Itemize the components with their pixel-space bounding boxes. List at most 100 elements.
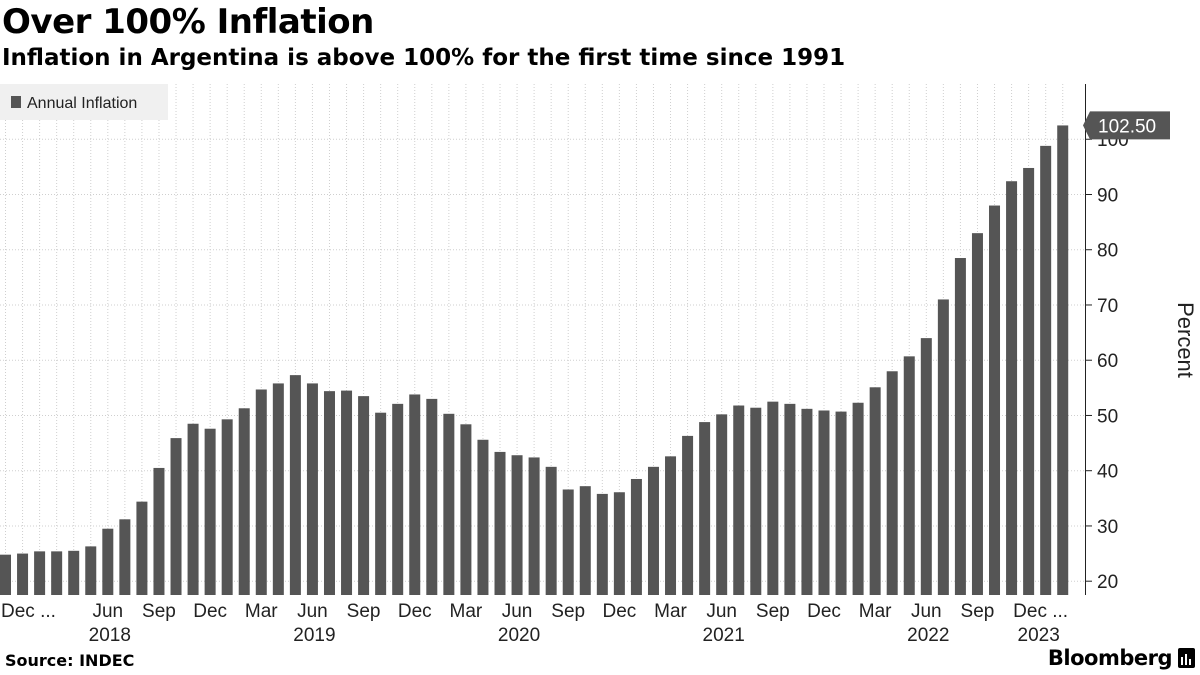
y-tick-label: 90: [1097, 185, 1118, 206]
bar: [852, 402, 864, 595]
bar: [85, 546, 97, 595]
bar: [68, 550, 80, 595]
bar: [102, 528, 114, 595]
bar: [733, 405, 745, 595]
y-tick-label: 40: [1097, 462, 1118, 483]
legend-label: Annual Inflation: [27, 95, 137, 112]
bar: [460, 424, 472, 595]
x-tick-label: Dec: [398, 601, 432, 622]
y-tick-label: 80: [1097, 241, 1118, 262]
bar: [204, 428, 216, 595]
x-tick-label: Jun: [706, 601, 737, 622]
x-year-label: 2022: [907, 625, 949, 646]
callout-box: [1083, 111, 1170, 140]
bar: [971, 233, 983, 596]
x-tick-label: Sep: [347, 601, 381, 622]
bar: [306, 383, 318, 595]
bar: [579, 486, 591, 595]
x-tick-label: Jun: [502, 601, 533, 622]
bar: [255, 389, 267, 595]
y-tick-label: 30: [1097, 517, 1118, 538]
bar: [238, 408, 250, 595]
x-tick-label: Mar: [859, 601, 892, 622]
x-tick-label: Sep: [551, 601, 585, 622]
bar: [647, 466, 659, 595]
bar: [289, 375, 301, 595]
bar: [119, 519, 131, 595]
bar: [665, 456, 677, 595]
bar: [443, 413, 455, 595]
bar: [1040, 145, 1052, 595]
bar: [358, 396, 370, 595]
bar: [272, 383, 284, 595]
bar: [170, 438, 182, 595]
y-axis-title: Percent: [1173, 302, 1198, 378]
bar: [477, 439, 489, 595]
bar: [954, 258, 966, 595]
x-year-label: 2021: [703, 625, 745, 646]
callout-label: 102.50: [1098, 116, 1156, 137]
x-tick-label: Dec: [807, 601, 841, 622]
x-tick-label: Mar: [245, 601, 278, 622]
bar: [17, 553, 29, 595]
bar: [1057, 125, 1069, 595]
bar: [750, 407, 762, 595]
bar: [596, 493, 608, 595]
x-tick-label: Dec ...: [1013, 601, 1068, 622]
bar: [562, 489, 574, 595]
source-note: Source: INDEC: [5, 651, 135, 670]
bar: [323, 391, 335, 595]
bar: [426, 398, 438, 595]
bar: [392, 403, 404, 595]
bar: [903, 356, 915, 595]
bar: [375, 412, 387, 595]
x-tick-label: Dec ...: [1, 601, 56, 622]
bar: [528, 457, 540, 595]
bar: [409, 394, 421, 595]
x-tick-label: Sep: [756, 601, 790, 622]
chart-subtitle: Inflation in Argentina is above 100% for…: [2, 45, 846, 71]
bar: [989, 205, 1001, 595]
y-tick-label: 70: [1097, 296, 1118, 317]
legend-swatch: [11, 96, 21, 108]
bar: [34, 551, 46, 595]
bloomberg-terminal-icon: [1178, 648, 1195, 668]
x-year-label: 2023: [1018, 625, 1060, 646]
bar: [818, 410, 830, 595]
legend: Annual Inflation: [0, 84, 168, 120]
x-year-label: 2020: [498, 625, 540, 646]
bar: [869, 387, 881, 595]
bar: [511, 455, 523, 595]
legend-background: [0, 84, 168, 120]
bar: [51, 551, 63, 595]
x-tick-label: Sep: [961, 601, 995, 622]
x-year-label: 2018: [89, 625, 131, 646]
bar: [716, 414, 728, 595]
bar: [784, 403, 796, 595]
bar: [682, 435, 694, 595]
brand-name: Bloomberg: [1047, 646, 1173, 670]
bar: [136, 501, 148, 595]
x-tick-label: Jun: [911, 601, 942, 622]
bar-series: [0, 125, 1069, 596]
brand-logo: Bloomberg: [1048, 646, 1195, 670]
bar: [835, 411, 847, 595]
bar: [767, 401, 779, 595]
bar: [801, 408, 813, 595]
bar: [187, 423, 199, 595]
x-tick-label: Mar: [654, 601, 687, 622]
y-tick-label: 20: [1097, 572, 1118, 593]
bar: [1006, 181, 1018, 596]
bar: [699, 422, 711, 595]
bar: [545, 466, 557, 595]
x-tick-label: Jun: [297, 601, 328, 622]
y-tick-label: 60: [1097, 351, 1118, 372]
bar: [613, 492, 625, 595]
bar: [221, 419, 233, 595]
bar: [494, 451, 506, 595]
bar: [920, 338, 932, 595]
latest-value-callout: 102.50: [1083, 111, 1170, 140]
x-tick-label: Sep: [142, 601, 176, 622]
